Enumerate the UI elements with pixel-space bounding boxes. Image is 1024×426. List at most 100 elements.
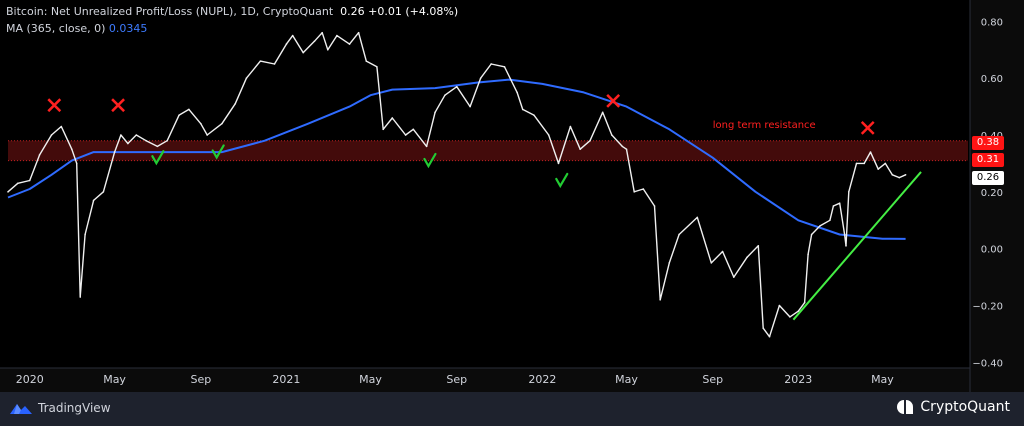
nupl-point (336, 34, 338, 37)
footer-bar: TradingView CryptoQuant (0, 392, 1024, 426)
nupl-point (455, 85, 458, 88)
nupl-point (84, 233, 86, 236)
nupl-point (757, 245, 760, 247)
nupl-point (803, 301, 806, 304)
cross-stroke-b (606, 94, 621, 108)
price-axis (970, 0, 1024, 392)
cross-marker (47, 98, 62, 113)
nupl-point (348, 43, 351, 45)
y-tick-label: 0.20 (981, 188, 1003, 199)
nupl-point (503, 66, 506, 68)
change-value: +0.01 (+4.08%) (368, 5, 459, 18)
nupl-point (589, 139, 591, 142)
resistance-lower-badge: 0.31 (972, 153, 1004, 167)
nupl-point (653, 205, 656, 207)
nupl-point (732, 276, 735, 278)
cross-marker (111, 98, 125, 113)
cross-marker (606, 94, 621, 108)
x-tick-label: May (871, 373, 894, 386)
nupl-point (365, 60, 368, 62)
x-tick-label: May (615, 373, 638, 386)
nupl-point (245, 77, 248, 79)
y-tick-label: 0.60 (981, 74, 1003, 85)
ma-365-line (7, 78, 906, 240)
tradingview-logo[interactable]: TradingView (10, 401, 111, 415)
nupl-point (642, 188, 645, 190)
x-tick-label: 2023 (784, 373, 812, 386)
plot-area (0, 0, 970, 368)
resistance-upper-badge: 0.38 (972, 136, 1004, 150)
nupl-point (659, 299, 661, 301)
nupl-point (313, 40, 316, 43)
nupl-point (855, 162, 858, 165)
nupl-point (625, 148, 628, 151)
nupl-point (376, 66, 378, 68)
check-marker (211, 144, 225, 160)
nupl-point (479, 77, 482, 79)
tradingview-label: TradingView (38, 401, 111, 415)
x-tick-label: Sep (190, 373, 211, 386)
nupl-point (425, 145, 428, 148)
nupl-point (285, 43, 288, 45)
x-tick-label: May (359, 373, 382, 386)
check-marker (423, 152, 437, 169)
nupl-point (102, 191, 105, 193)
x-tick-label: 2021 (272, 373, 300, 386)
nupl-point (869, 151, 872, 153)
nupl-point (291, 34, 294, 37)
nupl-point (884, 162, 887, 165)
series-title: Bitcoin: Net Unrealized Profit/Loss (NUP… (6, 5, 334, 18)
x-tick-label: Sep (446, 373, 467, 386)
nupl-point (321, 31, 323, 34)
nupl-point (188, 108, 190, 111)
last-value: 0.26 (340, 5, 365, 18)
y-tick-label: −0.40 (972, 358, 1003, 369)
nupl-point (557, 162, 560, 165)
time-axis (0, 368, 970, 392)
nupl-point (38, 154, 41, 156)
nupl-point (412, 128, 415, 131)
nupl-point (259, 60, 262, 62)
x-tick-label: May (103, 373, 126, 386)
nupl-point (678, 233, 680, 236)
nupl-point (778, 304, 781, 307)
nupl-point (434, 111, 436, 114)
nupl-point (547, 134, 550, 136)
nupl-point (668, 262, 671, 264)
nupl-point (444, 94, 446, 97)
check-marker (151, 150, 165, 166)
nupl-point (357, 31, 360, 34)
nupl-point (50, 134, 53, 136)
nupl-point (569, 125, 572, 128)
nupl-point (621, 145, 624, 148)
x-tick-label: Sep (702, 373, 723, 386)
nupl-point (145, 139, 147, 142)
cryptoquant-logo: CryptoQuant (897, 399, 1010, 415)
nupl-point (898, 176, 901, 179)
nupl-point (762, 327, 765, 330)
nupl-point (221, 122, 223, 125)
nupl-chart[interactable]: long term resistance0.800.600.400.200.00… (0, 0, 1024, 392)
nupl-point (877, 168, 880, 170)
nupl-point (71, 148, 73, 151)
nupl-point (819, 225, 821, 227)
nupl-point (120, 134, 122, 136)
y-tick-label: 0.00 (981, 245, 1003, 256)
cross-marker (860, 121, 875, 135)
nupl-point (843, 233, 846, 236)
cross-stroke-b (860, 121, 875, 135)
nupl-point (521, 108, 524, 111)
nupl-point (28, 179, 31, 182)
resistance-label: long term resistance (713, 120, 816, 131)
nupl-point (746, 256, 748, 258)
check-marker (555, 172, 569, 189)
nupl-point (696, 216, 699, 219)
nupl-point (60, 125, 63, 128)
nupl-point (533, 114, 535, 116)
x-tick-label: 2022 (528, 373, 556, 386)
chart-legend: Bitcoin: Net Unrealized Profit/Loss (NUP… (6, 3, 458, 37)
nupl-point (838, 202, 841, 205)
support-trendline (792, 171, 922, 321)
nupl-point (516, 91, 518, 94)
nupl-point (904, 173, 907, 176)
